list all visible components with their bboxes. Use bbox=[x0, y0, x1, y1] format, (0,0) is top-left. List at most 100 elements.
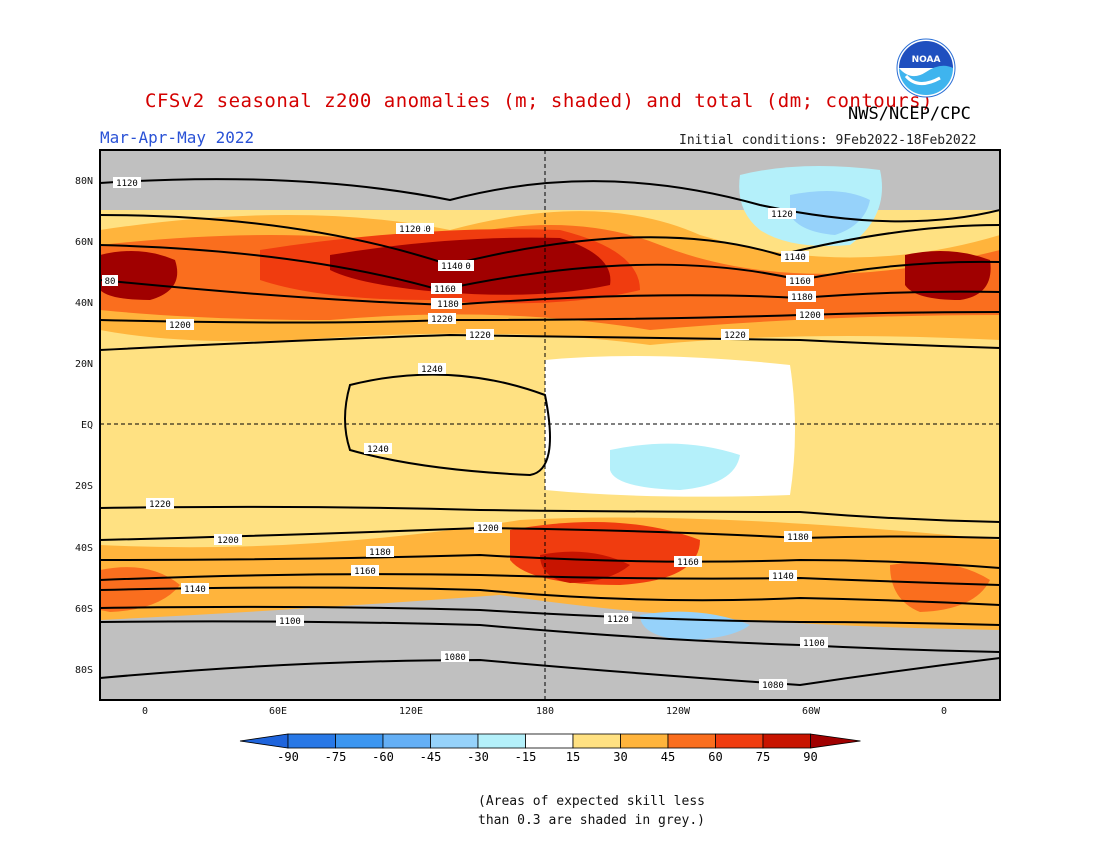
contour-label-bg bbox=[466, 329, 494, 340]
colorbar-swatch bbox=[667, 733, 716, 749]
contour-label: 1220 bbox=[149, 500, 171, 510]
initial-conditions-label: Initial conditions: 9Feb2022-18Feb2022 bbox=[679, 133, 977, 148]
lon-label: 120W bbox=[666, 706, 691, 717]
contour-label-bg bbox=[769, 570, 797, 581]
colorbar-swatch bbox=[335, 733, 384, 749]
colorbar-swatch bbox=[715, 733, 764, 749]
contour-1120-s bbox=[100, 605, 1000, 626]
contour-label-bg bbox=[351, 565, 379, 576]
colorbar-swatch bbox=[477, 733, 526, 749]
contour-1160-s bbox=[100, 573, 1000, 586]
contour-label: 1100 bbox=[279, 617, 301, 627]
contour-layer bbox=[100, 178, 1000, 687]
contour-label-bg bbox=[102, 275, 118, 286]
contour-label: 1120 bbox=[607, 615, 629, 625]
contour-label-bg bbox=[146, 498, 174, 509]
tropical-negative bbox=[610, 443, 740, 490]
colorbar-tick-label: -15 bbox=[515, 750, 537, 764]
contour-label-bg bbox=[418, 363, 446, 374]
lon-label: 0 bbox=[941, 706, 947, 717]
contour-label: 1140 bbox=[772, 572, 794, 582]
lat-label: 60S bbox=[75, 604, 93, 615]
contour-label: 1200 bbox=[799, 311, 821, 321]
contour-label-bg bbox=[786, 275, 814, 286]
color-bar: -90 -75 -60 -45 -30 -15 15 30 45 60 75 90 bbox=[239, 733, 861, 764]
contour-1100-s bbox=[100, 620, 1000, 653]
colorbar-tick-label: 30 bbox=[613, 750, 627, 764]
contour-label-bg bbox=[366, 546, 394, 557]
lon-label: 0 bbox=[142, 706, 148, 717]
contour-1140-n bbox=[100, 214, 1000, 267]
latitude-labels: 80N 60N 40N 20N EQ 20S 40S 60S 80S bbox=[75, 176, 93, 676]
lat-label: 60N bbox=[75, 237, 93, 248]
colorbar-swatch bbox=[762, 733, 811, 749]
contour-label-bg bbox=[441, 651, 469, 662]
contour-label: 1140 bbox=[184, 585, 206, 595]
colorbar-swatch bbox=[287, 733, 336, 749]
contour-label-bg bbox=[768, 208, 796, 219]
contour-label-bg bbox=[438, 260, 466, 271]
lon-label: 60W bbox=[802, 706, 821, 717]
contour-label: 1220 bbox=[431, 315, 453, 325]
map-frame bbox=[99, 149, 1001, 701]
contour-label: 1080 bbox=[762, 681, 784, 691]
colorbar-swatch bbox=[382, 733, 431, 749]
contour-label-bg bbox=[674, 556, 702, 567]
contour-label: 1120 bbox=[116, 179, 138, 189]
contour-1160-n bbox=[100, 244, 1000, 292]
contour-label: 1200 bbox=[217, 536, 239, 546]
contour-label-bg bbox=[784, 531, 812, 542]
contour-1200-n bbox=[100, 311, 1000, 324]
contour-label: 1220 bbox=[469, 331, 491, 341]
lat-label: 40N bbox=[75, 298, 93, 309]
lat-label: 20S bbox=[75, 481, 93, 492]
colorbar-tick-label: -90 bbox=[277, 750, 299, 764]
contour-label-bg bbox=[721, 329, 749, 340]
contour-label: 1120 bbox=[771, 210, 793, 220]
contour-1180-s bbox=[100, 553, 1000, 569]
lon-label: 60E bbox=[269, 706, 287, 717]
contour-label: 1080 bbox=[444, 653, 466, 663]
contour-label-bg bbox=[181, 583, 209, 594]
colorbar-swatch bbox=[430, 733, 479, 749]
lat-label: 80S bbox=[75, 665, 93, 676]
contour-label-bg bbox=[800, 637, 828, 648]
footnote-line-1: (Areas of expected skill less bbox=[478, 794, 705, 809]
contour-label: 1140 bbox=[784, 253, 806, 263]
contour-label: 1120 bbox=[399, 225, 421, 235]
contour-label-bg bbox=[113, 177, 141, 188]
contour-label: 1100 bbox=[803, 639, 825, 649]
contour-label-bg bbox=[214, 534, 242, 545]
contour-1080-s bbox=[100, 657, 1000, 687]
contour-1120-n bbox=[100, 178, 1000, 223]
contour-label-bg bbox=[431, 283, 459, 294]
contour-label: 1200 bbox=[477, 524, 499, 534]
contour-label-bg bbox=[759, 679, 787, 690]
lon-label: 120E bbox=[399, 706, 423, 717]
contour-1180-n bbox=[100, 279, 1000, 307]
contour-label-bg bbox=[434, 298, 462, 309]
contour-1140-s bbox=[100, 586, 1000, 606]
contour-label: 1160 bbox=[789, 277, 811, 287]
season-label: Mar-Apr-May 2022 bbox=[100, 128, 255, 147]
contour-label-bg bbox=[364, 443, 392, 454]
lat-label: 20N bbox=[75, 359, 93, 370]
contour-label-bg bbox=[788, 291, 816, 302]
contour-label: 1220 bbox=[724, 331, 746, 341]
contour-labels: 1120 1140 1160 1180 1200 1220 1240 1240 1220 1200… bbox=[102, 177, 828, 691]
contour-label: 1160 bbox=[434, 285, 456, 295]
contour-label: 1240 bbox=[367, 445, 389, 455]
lat-label: 80N bbox=[75, 176, 93, 187]
north-america-negative-30 bbox=[790, 191, 870, 235]
contour-label: 1240 bbox=[421, 365, 443, 375]
colorbar-arrow-left bbox=[239, 733, 289, 749]
contour-label: 1140 bbox=[441, 262, 463, 272]
contour-label-bg bbox=[396, 223, 424, 234]
contour-label-bg bbox=[604, 613, 632, 624]
south-atlantic-east-60 bbox=[890, 562, 990, 612]
atlantic-90-west bbox=[100, 251, 178, 300]
contour-label: 80 bbox=[105, 277, 116, 287]
contour-label: 1160 bbox=[354, 567, 376, 577]
contour-label: 1160 bbox=[677, 558, 699, 568]
